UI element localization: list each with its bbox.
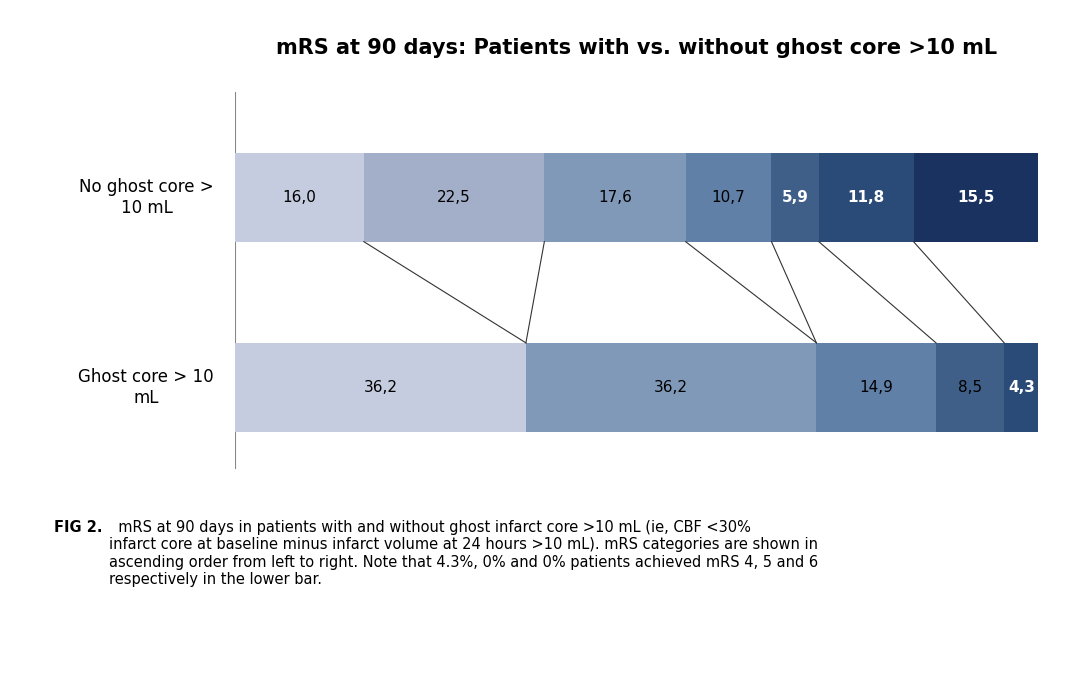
Text: 15,5: 15,5 xyxy=(957,190,994,205)
FancyBboxPatch shape xyxy=(686,153,771,242)
Text: 16,0: 16,0 xyxy=(282,190,317,205)
Text: 5,9: 5,9 xyxy=(782,190,809,205)
FancyBboxPatch shape xyxy=(235,153,364,242)
Text: 4,3: 4,3 xyxy=(1008,380,1035,395)
Text: 14,9: 14,9 xyxy=(859,380,893,395)
Text: 22,5: 22,5 xyxy=(438,190,471,205)
Text: FIG 2.: FIG 2. xyxy=(54,520,102,535)
Text: Ghost core > 10
mL: Ghost core > 10 mL xyxy=(78,368,214,407)
FancyBboxPatch shape xyxy=(526,343,816,432)
Text: 36,2: 36,2 xyxy=(654,380,688,395)
FancyBboxPatch shape xyxy=(364,153,545,242)
Text: 8,5: 8,5 xyxy=(958,380,982,395)
FancyBboxPatch shape xyxy=(235,343,526,432)
Text: mRS at 90 days: Patients with vs. without ghost core >10 mL: mRS at 90 days: Patients with vs. withou… xyxy=(276,38,997,59)
FancyBboxPatch shape xyxy=(1004,343,1039,432)
Text: No ghost core >
10 mL: No ghost core > 10 mL xyxy=(79,178,214,216)
FancyBboxPatch shape xyxy=(545,153,686,242)
FancyBboxPatch shape xyxy=(914,153,1038,242)
FancyBboxPatch shape xyxy=(936,343,1004,432)
Text: 36,2: 36,2 xyxy=(364,380,398,395)
Text: 11,8: 11,8 xyxy=(847,190,885,205)
Text: mRS at 90 days in patients with and without ghost infarct core >10 mL (ie, CBF <: mRS at 90 days in patients with and with… xyxy=(109,520,819,587)
Text: 10,7: 10,7 xyxy=(712,190,746,205)
Text: 17,6: 17,6 xyxy=(598,190,632,205)
FancyBboxPatch shape xyxy=(816,343,936,432)
FancyBboxPatch shape xyxy=(771,153,819,242)
FancyBboxPatch shape xyxy=(819,153,914,242)
